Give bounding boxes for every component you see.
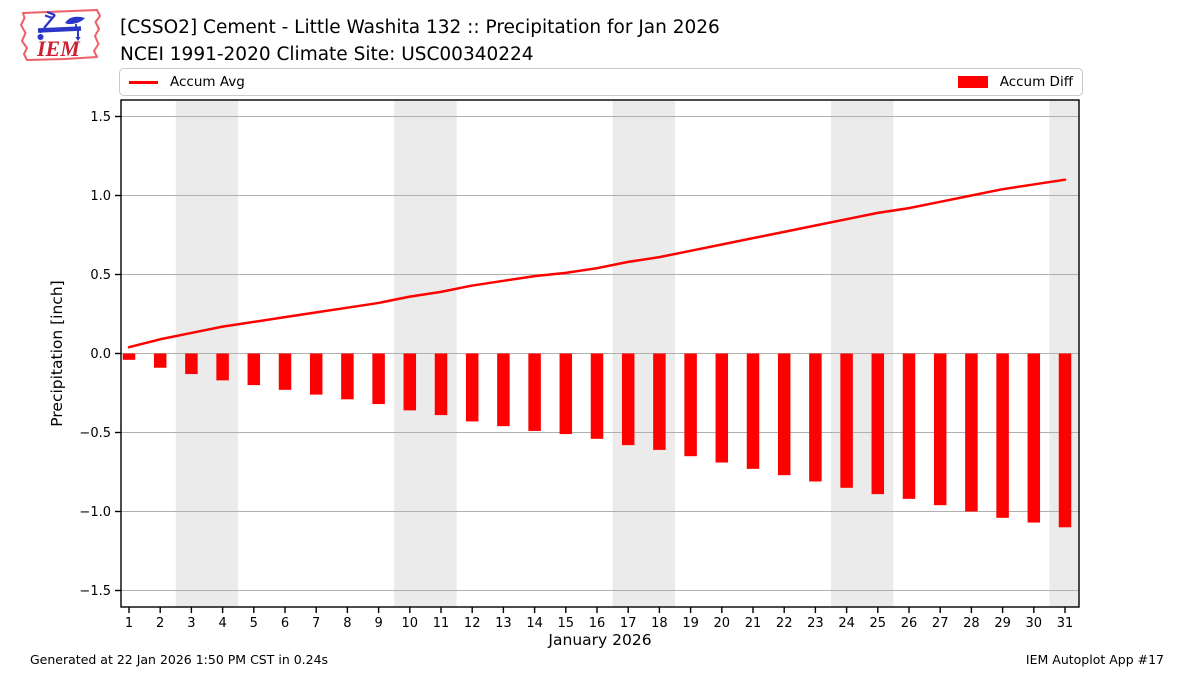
accum-diff-bar: [746, 353, 760, 469]
iem-logo-text: IEM: [36, 36, 81, 61]
x-tick-label: 29: [994, 616, 1011, 631]
x-tick-label: 11: [433, 616, 450, 631]
y-tick-label: 1.5: [90, 110, 111, 125]
x-tick-label: 27: [932, 616, 949, 631]
chart-title: [CSSO2] Cement - Little Washita 132 :: P…: [120, 17, 720, 38]
x-tick-label: 8: [343, 616, 351, 631]
accum-diff-bar: [403, 353, 417, 411]
accum-diff-bar: [902, 353, 916, 499]
y-axis-title: Precipitation [inch]: [48, 280, 66, 426]
accum-diff-bar: [247, 353, 261, 386]
accum-diff-bar: [216, 353, 229, 381]
x-tick-label: 19: [682, 616, 699, 631]
accum-diff-bar: [185, 353, 198, 375]
x-tick-label: 17: [620, 616, 637, 631]
accum-diff-bar: [341, 353, 354, 400]
weather-station-icon: [37, 10, 85, 41]
x-tick-label: 1: [125, 616, 133, 631]
x-tick-label: 16: [589, 616, 606, 631]
iem-logo: IEM: [20, 9, 101, 61]
accum-diff-label: Accum Diff: [999, 74, 1073, 90]
accum-diff-bar: [528, 353, 541, 431]
y-tick-label: −1.5: [79, 584, 111, 599]
accum-diff-bar: [559, 353, 573, 435]
accum-diff-bar: [278, 353, 292, 390]
legend-item-accum-avg: Accum Avg: [129, 74, 245, 90]
x-tick-label: 13: [495, 616, 512, 631]
y-tick-label: −0.5: [79, 426, 111, 441]
y-tick-label: 1.0: [90, 189, 111, 204]
x-tick-label: 28: [963, 616, 980, 631]
x-tick-label: 15: [558, 616, 575, 631]
x-tick-label: 23: [807, 616, 824, 631]
x-tick-label: 22: [776, 616, 793, 631]
x-tick-label: 21: [745, 616, 762, 631]
x-tick-label: 25: [870, 616, 887, 631]
x-tick-label: 2: [156, 616, 164, 631]
accum-diff-bar: [933, 353, 947, 506]
accum-diff-bar: [1027, 353, 1041, 523]
accum-diff-bar: [590, 353, 604, 439]
x-tick-label: 30: [1026, 616, 1043, 631]
x-tick-label: 10: [402, 616, 419, 631]
accum-avg-label: Accum Avg: [170, 74, 245, 90]
accum-diff-bar: [1058, 353, 1072, 528]
x-tick-label: 6: [281, 616, 289, 631]
accum-diff-bar: [122, 353, 136, 360]
accum-diff-bar: [309, 353, 323, 395]
accum-diff-bar: [372, 353, 385, 405]
accum-diff-bar: [434, 353, 448, 416]
x-tick-label: 4: [218, 616, 226, 631]
x-tick-label: 24: [838, 616, 855, 631]
accum-diff-bar: [497, 353, 510, 427]
accum-avg-line-swatch: [129, 80, 158, 84]
x-tick-label: 7: [312, 616, 320, 631]
x-tick-label: 31: [1057, 616, 1074, 631]
accum-diff-bar: [996, 353, 1009, 518]
accum-diff-bar: [809, 353, 822, 482]
accum-diff-bar: [621, 353, 635, 446]
x-tick-label: 20: [714, 616, 731, 631]
y-tick-label: −1.0: [79, 505, 111, 520]
iowa-outline: [20, 9, 101, 61]
accum-diff-bar: [871, 353, 885, 495]
accum-avg-line: [127, 178, 1067, 349]
accum-diff-bar: [653, 353, 666, 450]
x-tick-label: 14: [526, 616, 543, 631]
accum-diff-bar: [153, 353, 167, 368]
accum-diff-bar: [715, 353, 729, 463]
chart-header: [CSSO2] Cement - Little Washita 132 :: P…: [120, 14, 720, 68]
x-tick-label: 12: [464, 616, 481, 631]
app-credit: IEM Autoplot App #17: [1025, 652, 1164, 667]
x-tick-label: 18: [651, 616, 668, 631]
y-tick-label: 0.0: [90, 347, 111, 362]
accum-diff-bar: [840, 353, 853, 488]
accum-diff-bar: [965, 353, 978, 512]
x-tick-label: 3: [187, 616, 195, 631]
y-tick-label: 0.5: [90, 268, 111, 283]
accum-diff-bar: [465, 353, 479, 422]
chart-subtitle: NCEI 1991-2020 Climate Site: USC00340224: [120, 44, 534, 65]
x-tick-label: 9: [374, 616, 382, 631]
generated-timestamp: Generated at 22 Jan 2026 1:50 PM CST in …: [30, 652, 329, 667]
x-axis-title: January 2026: [547, 631, 651, 649]
x-tick-label: 5: [250, 616, 258, 631]
accum-diff-bar: [684, 353, 697, 457]
accum-diff-bar: [777, 353, 791, 476]
accum-diff-bar-swatch: [957, 76, 988, 88]
legend: Accum Avg Accum Diff: [119, 68, 1083, 96]
legend-item-accum-diff: Accum Diff: [957, 74, 1073, 90]
x-tick-label: 26: [901, 616, 918, 631]
